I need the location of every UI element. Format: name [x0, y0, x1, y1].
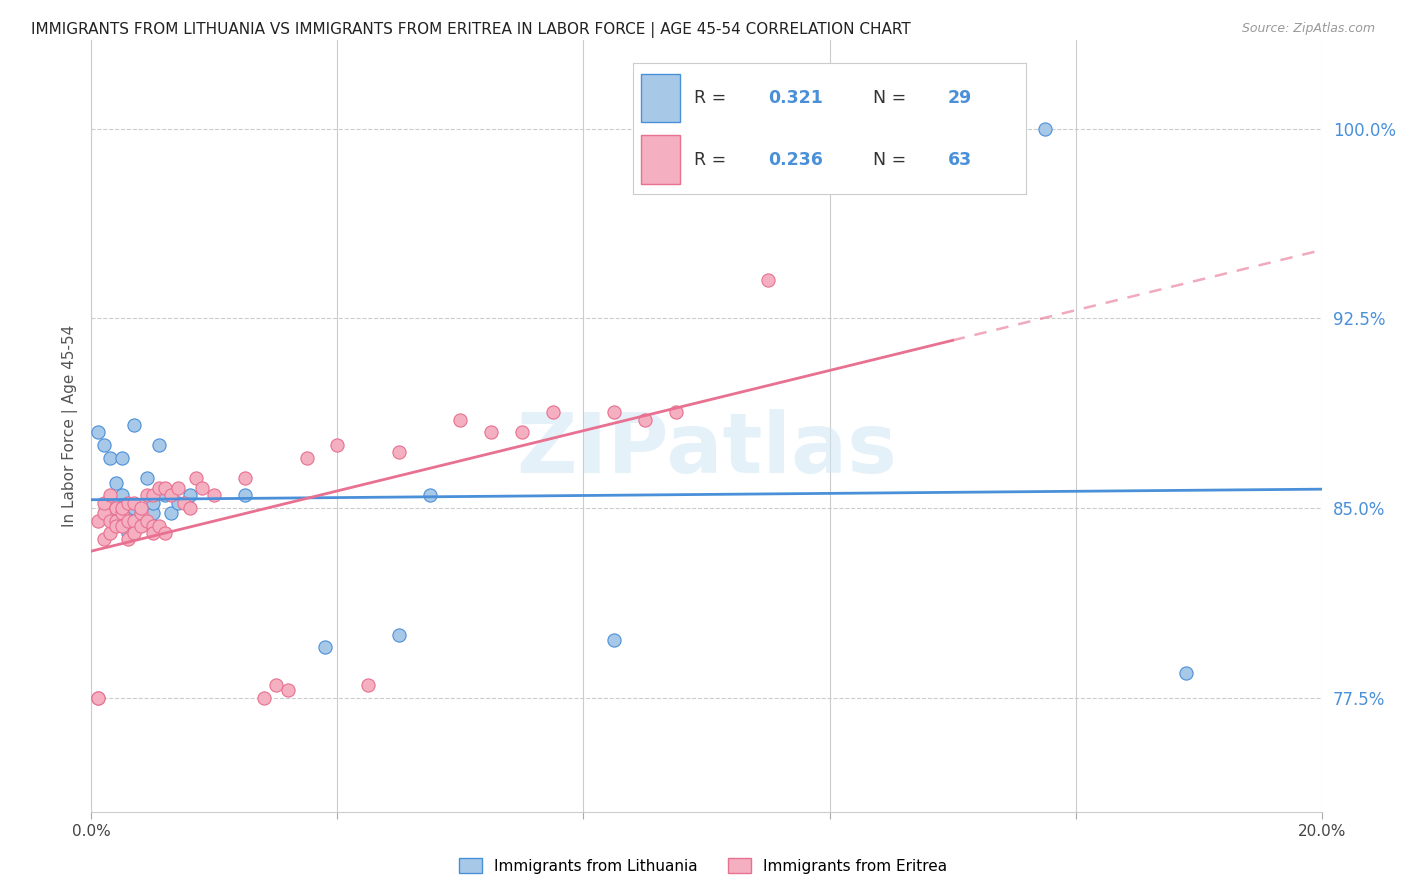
Point [233, 488, 256, 502]
Point [135, 488, 157, 502]
Point [93, 438, 115, 452]
Point [202, 830, 225, 844]
Point [148, 481, 170, 495]
Point [142, 506, 165, 520]
Point [98, 488, 121, 502]
Point [124, 496, 146, 510]
Point [603, 405, 626, 419]
Point [142, 526, 165, 541]
Point [388, 627, 411, 641]
Point [233, 471, 256, 485]
Point [166, 481, 188, 495]
Point [124, 514, 146, 528]
Point [105, 519, 127, 533]
Point [388, 445, 411, 459]
Point [129, 501, 152, 516]
Point [179, 501, 201, 516]
Text: Source: ZipAtlas.com: Source: ZipAtlas.com [1241, 22, 1375, 36]
Point [124, 417, 146, 432]
Point [117, 532, 139, 546]
Point [117, 526, 139, 541]
Point [93, 532, 115, 546]
Point [357, 678, 380, 692]
Point [86, 690, 108, 705]
Point [105, 501, 127, 516]
Point [160, 506, 183, 520]
Point [419, 488, 441, 502]
Point [111, 506, 134, 520]
Point [135, 471, 157, 485]
Point [264, 678, 287, 692]
Point [541, 405, 564, 419]
Point [148, 438, 170, 452]
Point [111, 519, 134, 533]
Point [277, 683, 299, 698]
Point [479, 425, 502, 440]
Point [191, 481, 214, 495]
Point [93, 506, 115, 520]
Point [117, 506, 139, 520]
Point [756, 273, 779, 287]
Point [124, 501, 146, 516]
Point [153, 526, 177, 541]
Point [129, 506, 152, 520]
Point [634, 412, 657, 426]
Point [105, 514, 127, 528]
Point [1033, 121, 1056, 136]
Point [129, 506, 152, 520]
Point [173, 496, 195, 510]
Point [253, 690, 276, 705]
Point [142, 496, 165, 510]
Point [184, 471, 207, 485]
Point [86, 425, 108, 440]
Point [86, 690, 108, 705]
Point [148, 519, 170, 533]
Text: ZIPatlas: ZIPatlas [516, 409, 897, 490]
Point [1175, 665, 1198, 680]
Point [295, 450, 318, 465]
Point [105, 475, 127, 490]
Legend: Immigrants from Lithuania, Immigrants from Eritrea: Immigrants from Lithuania, Immigrants fr… [453, 852, 953, 880]
Point [510, 425, 533, 440]
Point [86, 514, 108, 528]
Point [326, 438, 349, 452]
Point [665, 405, 688, 419]
Point [117, 496, 139, 510]
Point [153, 488, 177, 502]
Point [135, 514, 157, 528]
Point [202, 488, 225, 502]
Point [117, 514, 139, 528]
Point [449, 412, 471, 426]
Point [129, 519, 152, 533]
Point [603, 632, 626, 647]
Point [135, 514, 157, 528]
Point [142, 519, 165, 533]
Point [93, 496, 115, 510]
Point [160, 488, 183, 502]
Point [105, 501, 127, 516]
Point [124, 526, 146, 541]
Point [98, 514, 121, 528]
Point [314, 640, 336, 655]
Text: IMMIGRANTS FROM LITHUANIA VS IMMIGRANTS FROM ERITREA IN LABOR FORCE | AGE 45-54 : IMMIGRANTS FROM LITHUANIA VS IMMIGRANTS … [31, 22, 911, 38]
Point [142, 488, 165, 502]
Point [153, 481, 177, 495]
Point [98, 450, 121, 465]
Point [98, 526, 121, 541]
Point [166, 496, 188, 510]
Point [111, 501, 134, 516]
Y-axis label: In Labor Force | Age 45-54: In Labor Force | Age 45-54 [62, 325, 77, 527]
Point [111, 488, 134, 502]
Point [179, 488, 201, 502]
Point [111, 450, 134, 465]
